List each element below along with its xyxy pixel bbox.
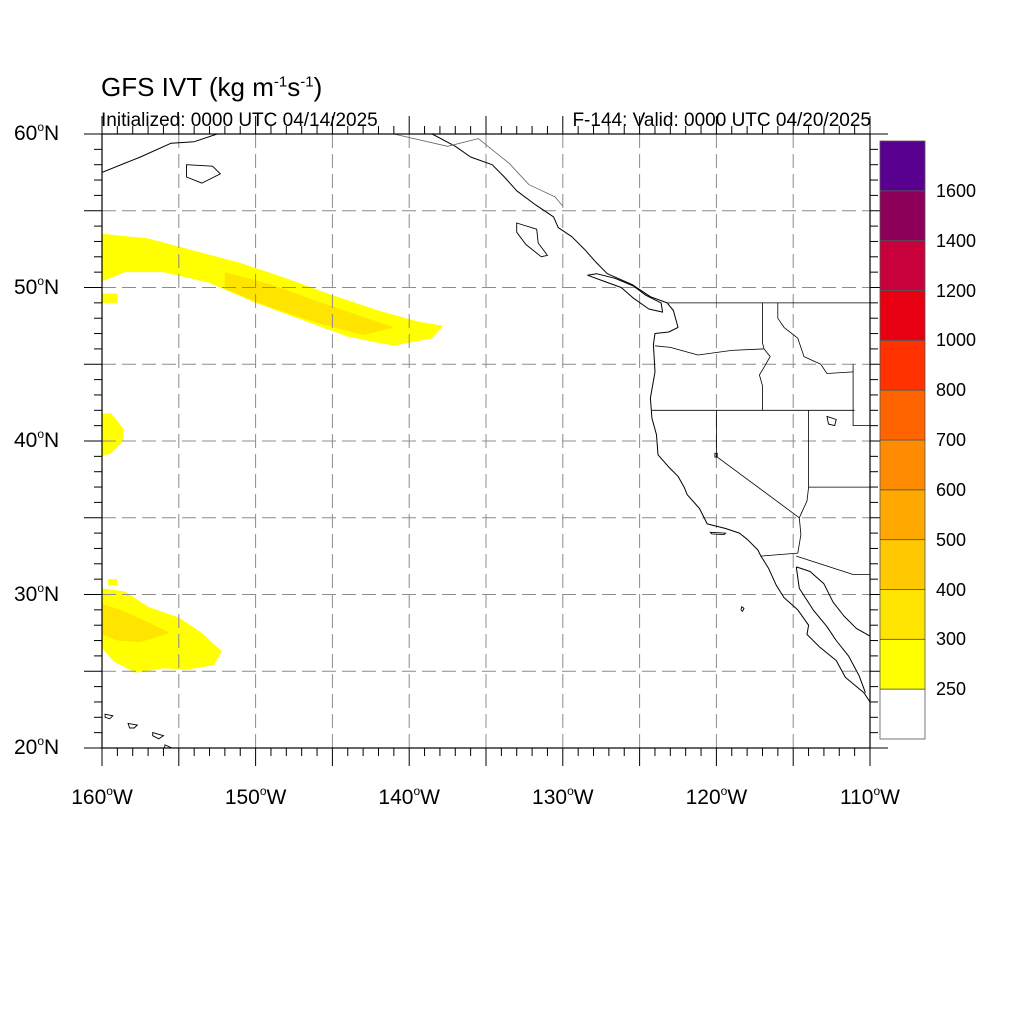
ivt-region-southern-speck	[108, 579, 118, 586]
colorbar-swatch	[879, 290, 926, 341]
colorbar-label: 700	[936, 430, 967, 450]
colorbar-swatch	[879, 240, 926, 291]
colorbar-swatch	[879, 589, 926, 640]
axis-ticks	[84, 116, 888, 766]
island-great-salt-lake	[826, 415, 837, 427]
international-border	[393, 134, 564, 207]
ivt-region-northern-plume-core	[224, 272, 394, 336]
island-guadalupe	[740, 606, 745, 613]
colorbar-swatch	[879, 638, 926, 690]
colorbar-swatch	[879, 190, 926, 242]
colorbar-label: 1600	[936, 180, 977, 201]
colorbar-swatch	[879, 439, 926, 491]
state-border	[716, 410, 800, 519]
island-oahu	[127, 722, 139, 729]
coastline	[431, 134, 870, 703]
colorbar-label: 400	[936, 579, 967, 600]
colorbar-swatch	[879, 489, 926, 540]
lat-label-20: 20oN	[14, 734, 60, 759]
lon-label-140: 140oW	[378, 784, 440, 809]
colorbar-label: 300	[936, 629, 967, 650]
island-kodiak	[186, 164, 222, 184]
lon-label-160: 160oW	[71, 784, 133, 809]
colorbar-swatch	[879, 539, 926, 590]
lon-label-150: 150oW	[224, 784, 287, 809]
lat-label-30: 30oN	[14, 580, 60, 606]
state-border	[796, 555, 870, 575]
colorbar-swatch	[879, 389, 926, 441]
valid-time-label: F-144: Valid: 0000 UTC 04/20/2025	[572, 110, 871, 131]
map-title: GFS IVT (kg m-1s-1)	[101, 72, 323, 102]
init-time-label: Initialized: 0000 UTC 04/14/2025	[101, 110, 378, 131]
lat-label-50: 50oN	[14, 273, 60, 299]
lat-label-60: 60oN	[14, 120, 60, 145]
gulf-of-california-coast	[796, 566, 870, 702]
island-channel-isl	[709, 531, 727, 536]
state-border	[759, 302, 771, 411]
colorbar	[879, 140, 926, 740]
state-border	[777, 302, 854, 374]
vancouver-island-coast	[587, 273, 664, 313]
ivt-region-southern-plume-core	[102, 603, 170, 643]
colorbar-label: 1400	[936, 230, 977, 251]
colorbar-label: 600	[936, 479, 967, 500]
ivt-shading-layer	[102, 233, 443, 673]
lon-label-110: 110oW	[840, 784, 900, 809]
colorbar-label: 1200	[936, 280, 977, 301]
state-border	[654, 345, 765, 356]
colorbar-label: 500	[936, 529, 967, 550]
alaska-coast	[102, 134, 218, 173]
island-maui	[152, 732, 165, 740]
ivt-region-northern-speck	[102, 293, 118, 303]
geographic-boundaries	[102, 134, 870, 748]
colorbar-swatch	[879, 140, 926, 192]
baja-gulf-coast	[795, 566, 866, 693]
island-lake-tahoe	[714, 452, 718, 458]
colorbar-label: 1000	[936, 330, 977, 351]
ivt-region-central-blob	[102, 413, 124, 457]
lon-label-120: 120oW	[685, 784, 748, 809]
island-kauai	[104, 713, 114, 720]
colorbar-swatch	[879, 339, 926, 391]
state-border	[852, 364, 870, 427]
lon-label-130: 130oW	[532, 784, 594, 809]
colorbar-label: 800	[936, 380, 967, 401]
lat-label-40: 40oN	[14, 427, 60, 452]
state-border	[760, 410, 809, 557]
island-haida-gwaii	[516, 222, 549, 258]
colorbar-swatch	[879, 688, 926, 740]
colorbar-label: 250	[936, 679, 967, 700]
